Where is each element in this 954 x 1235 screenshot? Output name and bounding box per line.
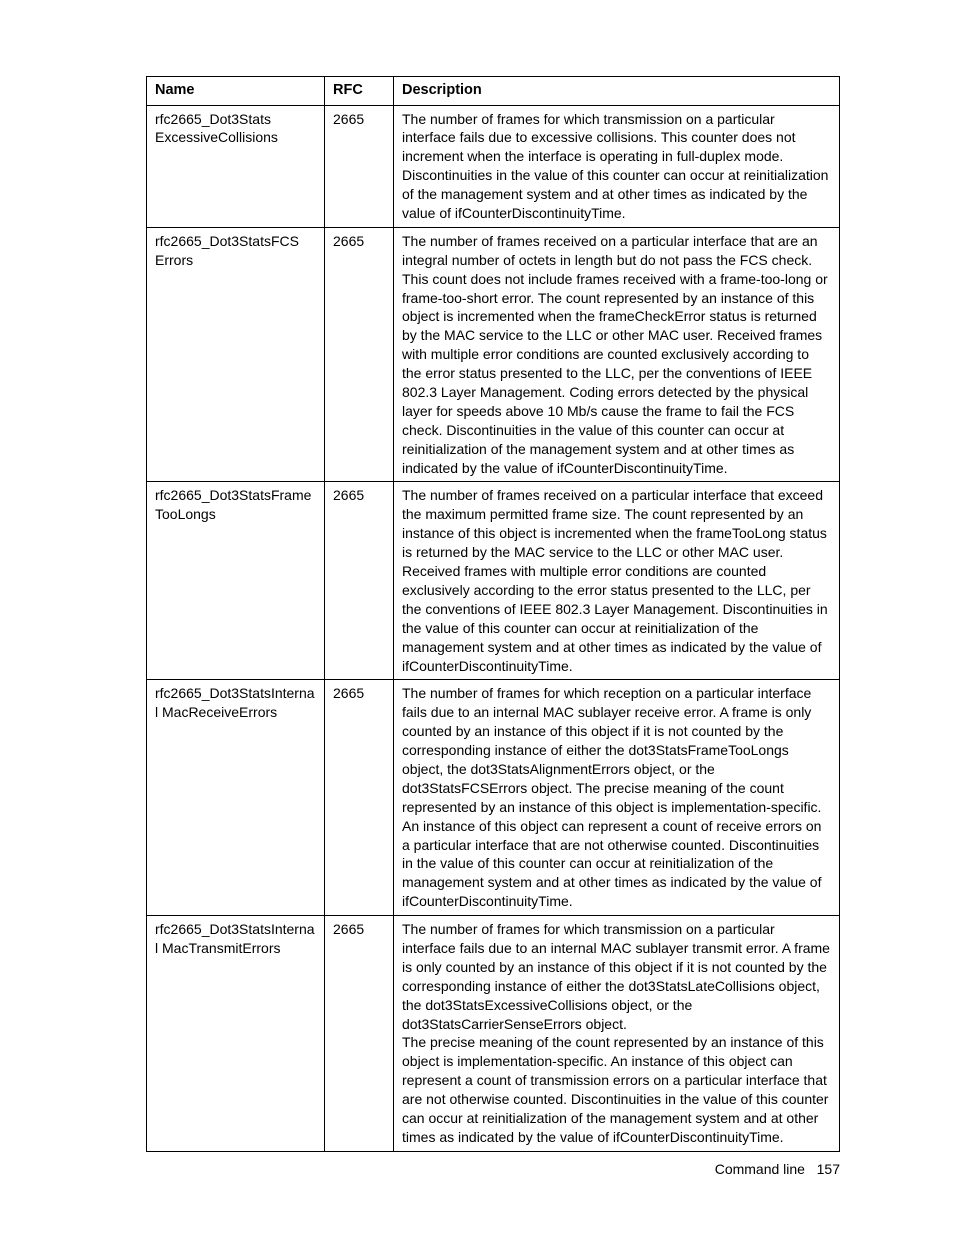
cell-description: The number of frames for which transmiss…	[394, 105, 840, 227]
desc-paragraph: The number of frames received on a parti…	[402, 232, 831, 478]
stats-table: Name RFC Description rfc2665_Dot3Stats E…	[146, 76, 840, 1152]
header-name: Name	[147, 77, 325, 106]
footer-page-number: 157	[817, 1161, 840, 1177]
desc-paragraph: The precise meaning of the count represe…	[402, 1033, 831, 1146]
table-header-row: Name RFC Description	[147, 77, 840, 106]
cell-name: rfc2665_Dot3StatsInternal MacTransmitErr…	[147, 916, 325, 1152]
table-row: rfc2665_Dot3StatsInternal MacTransmitErr…	[147, 916, 840, 1152]
cell-name: rfc2665_Dot3StatsFrame TooLongs	[147, 482, 325, 680]
header-description: Description	[394, 77, 840, 106]
cell-rfc: 2665	[325, 227, 394, 482]
cell-description: The number of frames for which transmiss…	[394, 916, 840, 1152]
table-row: rfc2665_Dot3StatsFrame TooLongs 2665 The…	[147, 482, 840, 680]
footer-section-label: Command line	[715, 1161, 805, 1177]
cell-description: The number of frames for which reception…	[394, 680, 840, 916]
desc-paragraph: The number of frames for which transmiss…	[402, 110, 831, 223]
table-row: rfc2665_Dot3StatsFCS Errors 2665 The num…	[147, 227, 840, 482]
cell-rfc: 2665	[325, 916, 394, 1152]
cell-name: rfc2665_Dot3StatsInternal MacReceiveErro…	[147, 680, 325, 916]
cell-rfc: 2665	[325, 105, 394, 227]
cell-description: The number of frames received on a parti…	[394, 482, 840, 680]
desc-paragraph: The number of frames for which reception…	[402, 684, 831, 911]
cell-name: rfc2665_Dot3Stats ExcessiveCollisions	[147, 105, 325, 227]
page-content: Name RFC Description rfc2665_Dot3Stats E…	[0, 0, 954, 1152]
desc-paragraph: The number of frames received on a parti…	[402, 486, 831, 675]
page-footer: Command line 157	[715, 1160, 840, 1179]
cell-description: The number of frames received on a parti…	[394, 227, 840, 482]
cell-rfc: 2665	[325, 680, 394, 916]
cell-name: rfc2665_Dot3StatsFCS Errors	[147, 227, 325, 482]
desc-paragraph: The number of frames for which transmiss…	[402, 920, 831, 1033]
table-row: rfc2665_Dot3Stats ExcessiveCollisions 26…	[147, 105, 840, 227]
header-rfc: RFC	[325, 77, 394, 106]
cell-rfc: 2665	[325, 482, 394, 680]
table-row: rfc2665_Dot3StatsInternal MacReceiveErro…	[147, 680, 840, 916]
